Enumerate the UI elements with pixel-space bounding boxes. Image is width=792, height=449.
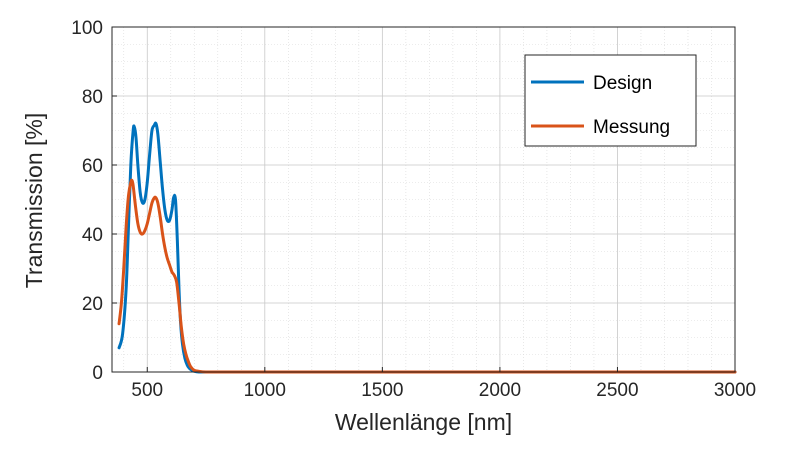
legend-label-messung: Messung <box>593 117 670 138</box>
y-tick-label: 100 <box>71 18 103 39</box>
legend-box <box>524 54 697 147</box>
x-axis-title: Wellenlänge [nm] <box>335 409 512 435</box>
x-tick-label: 1500 <box>361 380 403 401</box>
y-tick-label: 40 <box>82 225 103 246</box>
plot-frame <box>111 26 736 373</box>
x-tick-label: 500 <box>131 380 163 401</box>
x-tick-label: 2000 <box>479 380 521 401</box>
x-tick-label: 2500 <box>596 380 638 401</box>
y-tick-label: 60 <box>82 156 103 177</box>
y-axis-title: Transmission [%] <box>21 113 47 289</box>
y-tick-label: 20 <box>82 294 103 315</box>
y-tick-label: 0 <box>92 363 103 384</box>
x-axis-ticks: 500 1000 1500 2000 2500 3000 <box>131 367 756 401</box>
legend: Design Messung <box>524 54 697 147</box>
legend-label-design: Design <box>593 73 652 94</box>
y-axis-ticks: 0 20 40 60 80 100 <box>71 18 117 384</box>
y-tick-label: 80 <box>82 87 103 108</box>
x-tick-label: 1000 <box>244 380 286 401</box>
x-tick-label: 3000 <box>714 380 756 401</box>
